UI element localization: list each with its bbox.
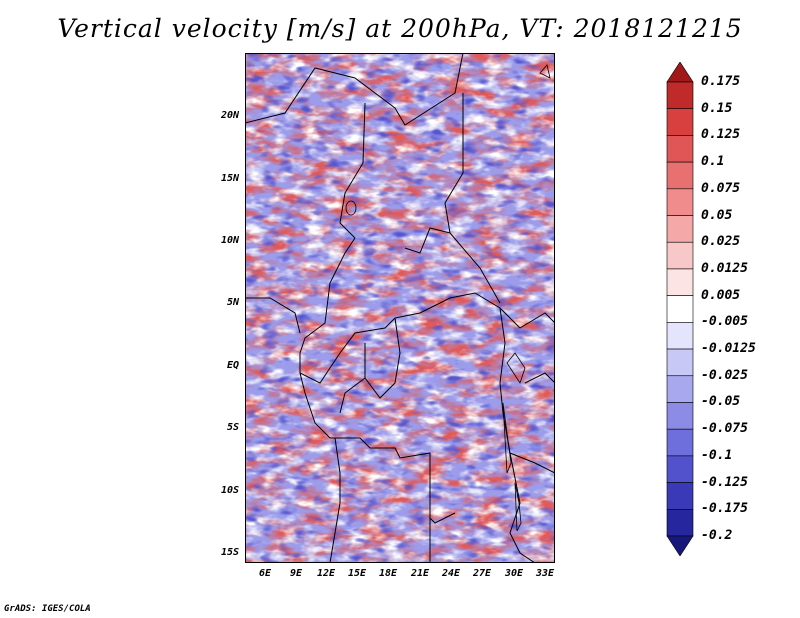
colorbar-swatch	[666, 215, 694, 243]
colorbar-swatch	[666, 62, 694, 83]
colorbar-level-label: -0.125	[701, 474, 748, 490]
field-strong-negative-regions	[245, 53, 555, 563]
colorbar	[666, 62, 694, 556]
colorbar-level-label: 0.025	[701, 234, 741, 250]
colorbar-swatch	[666, 188, 694, 216]
country-borders	[245, 53, 555, 563]
colorbar-level-label: 0.125	[701, 127, 741, 143]
colorbar-level-label: 0.0125	[701, 260, 748, 276]
colorbar-swatch	[666, 268, 694, 296]
grads-credit: GrADS: IGES/COLA	[4, 604, 91, 614]
lon-label-15e: 15E	[347, 568, 367, 579]
lat-label-15n: 15N	[220, 173, 239, 184]
lon-label-12e: 12E	[316, 568, 336, 579]
map-frame	[245, 53, 555, 563]
colorbar-level-label: 0.175	[701, 74, 741, 89]
colorbar-level-label: -0.025	[701, 367, 748, 383]
lon-label-27e: 27E	[472, 568, 492, 579]
lat-label-5s: 5S	[226, 422, 239, 433]
colorbar-level-label: -0.1	[701, 447, 733, 463]
colorbar-swatch	[666, 295, 694, 323]
colorbar-swatch	[666, 81, 694, 110]
colorbar-swatch	[666, 161, 694, 190]
colorbar-swatch	[666, 402, 694, 430]
colorbar-swatch	[666, 348, 694, 377]
colorbar-level-label: -0.075	[701, 421, 748, 437]
colorbar-level-label: 0.075	[701, 180, 741, 196]
lat-label-10s: 10S	[220, 485, 239, 496]
map-title: Vertical velocity [m/s] at 200hPa, VT: 2…	[57, 14, 743, 43]
colorbar-level-label: -0.2	[701, 528, 733, 543]
colorbar-level-label: 0.05	[701, 207, 733, 223]
colorbar-level-label: -0.175	[701, 501, 748, 517]
colorbar-swatch	[666, 241, 694, 270]
colorbar-swatch	[666, 535, 694, 556]
lon-label-30e: 30E	[504, 568, 524, 579]
lat-label-eq: EQ	[226, 360, 239, 371]
colorbar-swatch	[666, 322, 694, 350]
lon-label-33e: 33E	[535, 568, 555, 579]
vertical-velocity-map	[245, 53, 555, 563]
lakes	[345, 64, 551, 532]
lon-label-6e: 6E	[258, 568, 272, 579]
colorbar-level-label: 0.15	[701, 100, 733, 116]
colorbar-swatch	[666, 135, 694, 163]
colorbar-swatch	[666, 108, 694, 136]
colorbar-swatch	[666, 455, 694, 483]
colorbar-level-label: -0.05	[701, 394, 741, 410]
colorbar-level-label: -0.005	[701, 314, 748, 330]
lat-label-10n: 10N	[220, 235, 239, 246]
colorbar-level-label: -0.0125	[701, 341, 756, 357]
lat-label-15s: 15S	[220, 547, 239, 558]
lon-label-18e: 18E	[378, 568, 398, 579]
lat-label-5n: 5N	[226, 297, 239, 308]
colorbar-level-label: 0.005	[701, 287, 741, 303]
colorbar-swatch	[666, 508, 694, 537]
lon-label-24e: 24E	[441, 568, 461, 579]
colorbar-swatch	[666, 428, 694, 457]
lon-label-21e: 21E	[410, 568, 430, 579]
colorbar-swatch	[666, 375, 694, 403]
lat-label-20n: 20N	[220, 110, 239, 121]
colorbar-level-label: 0.1	[701, 154, 725, 170]
lon-label-9e: 9E	[289, 568, 303, 579]
colorbar-swatch	[666, 482, 694, 510]
